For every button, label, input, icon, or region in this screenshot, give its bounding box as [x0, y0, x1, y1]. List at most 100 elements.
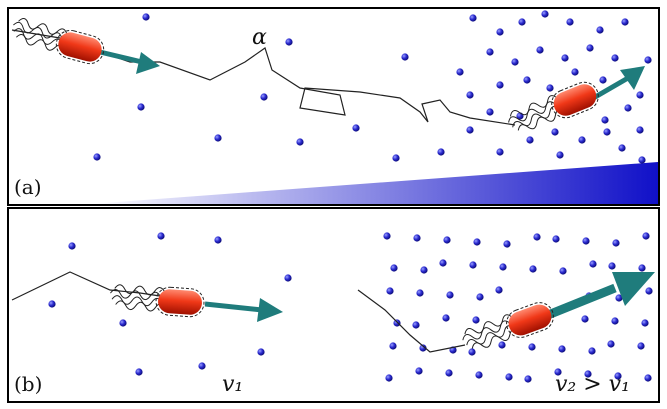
particle	[390, 264, 398, 272]
particle	[260, 93, 268, 101]
particle	[571, 68, 579, 76]
particles	[48, 10, 653, 383]
particle	[611, 54, 619, 62]
particle	[296, 138, 304, 146]
particle	[618, 144, 626, 152]
speed-label: v₁	[222, 372, 243, 397]
particle	[528, 343, 536, 351]
trajectory-b2	[357, 289, 466, 353]
particle	[608, 262, 616, 270]
particle	[624, 104, 632, 112]
panel-b	[7, 207, 660, 403]
particle	[582, 237, 590, 245]
particle	[420, 266, 428, 274]
particle	[445, 369, 453, 377]
particle	[416, 289, 424, 297]
particle	[621, 18, 629, 26]
particle	[638, 264, 646, 272]
particle	[496, 148, 504, 156]
particle	[644, 374, 652, 382]
particle	[603, 128, 611, 136]
particle	[559, 267, 567, 275]
particle	[615, 294, 623, 302]
particle	[48, 300, 56, 308]
particle	[498, 341, 506, 349]
speed-label: v₂ > v₁	[555, 372, 630, 397]
particle	[637, 342, 645, 350]
particle	[412, 321, 420, 329]
particle	[472, 316, 480, 324]
particle	[475, 371, 483, 379]
particle	[496, 81, 504, 89]
particle	[578, 136, 586, 144]
particle	[581, 315, 589, 323]
particle	[119, 319, 127, 327]
particle	[529, 265, 537, 273]
particle	[526, 136, 534, 144]
particle	[607, 340, 615, 348]
particle	[511, 58, 519, 66]
particle	[586, 44, 594, 52]
particle	[419, 344, 427, 352]
particle	[641, 319, 649, 327]
particle	[589, 260, 597, 268]
particle	[439, 259, 447, 267]
particle	[636, 91, 644, 99]
particle	[442, 314, 450, 322]
particle	[536, 46, 544, 54]
particle	[561, 54, 569, 62]
particle	[437, 148, 445, 156]
particle	[552, 235, 560, 243]
particle	[554, 368, 562, 376]
particle	[496, 28, 504, 36]
particle	[476, 293, 484, 301]
arrows	[99, 49, 655, 322]
particle	[638, 156, 646, 164]
particle	[413, 234, 421, 242]
particle	[551, 128, 559, 136]
particle	[473, 238, 481, 246]
particle	[386, 287, 394, 295]
particle	[495, 286, 503, 294]
particle	[157, 232, 165, 240]
particle	[505, 373, 513, 381]
particle	[389, 342, 397, 350]
particle	[214, 236, 222, 244]
particle	[556, 151, 564, 159]
particle	[524, 375, 532, 383]
particle	[546, 84, 554, 92]
particle	[584, 370, 592, 378]
particle	[415, 367, 423, 375]
particle	[393, 319, 401, 327]
particle	[198, 362, 206, 370]
particle	[533, 233, 541, 241]
particle	[446, 291, 454, 299]
particle	[636, 126, 644, 134]
particle	[588, 347, 596, 355]
particle	[469, 14, 477, 22]
particle	[612, 239, 620, 247]
particle	[486, 108, 494, 116]
particle	[469, 261, 477, 269]
particle	[523, 76, 531, 84]
particle	[214, 134, 222, 142]
particle	[596, 26, 604, 34]
particle	[142, 13, 150, 21]
panel-label: (a)	[14, 175, 42, 199]
particle	[558, 345, 566, 353]
particle	[93, 153, 101, 161]
trajectory-a	[11, 29, 516, 126]
particle	[137, 103, 145, 111]
particle	[566, 18, 574, 26]
particle	[285, 38, 293, 46]
particle	[503, 240, 511, 248]
particle	[645, 287, 653, 295]
particle	[614, 372, 622, 380]
particle	[68, 242, 76, 250]
trajectory-b1	[11, 271, 161, 301]
particle	[257, 348, 265, 356]
particle	[284, 274, 292, 282]
particle	[541, 10, 549, 18]
